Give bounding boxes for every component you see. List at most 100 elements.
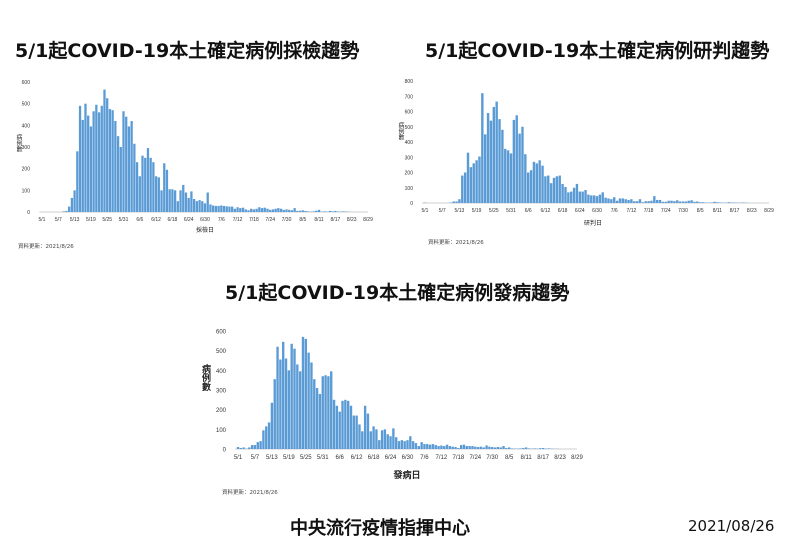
bar — [459, 445, 463, 449]
bar — [414, 443, 418, 449]
bar — [263, 207, 266, 212]
x-tick-label: 5/1 — [39, 217, 46, 223]
bar — [479, 446, 483, 449]
bar — [612, 197, 616, 203]
x-tick-label: 5/25 — [489, 208, 499, 214]
bar — [236, 207, 239, 212]
x-tick-label: 7/12 — [436, 455, 448, 461]
bar — [409, 436, 412, 449]
bar — [68, 206, 71, 212]
bar — [144, 157, 147, 212]
bar — [332, 399, 336, 449]
bar — [317, 209, 321, 212]
bar — [154, 176, 158, 212]
y-tick-label: 400 — [216, 369, 227, 375]
chart-title-sampling: 5/1起COVID-19本土確定病例採檢趨勢 — [15, 40, 360, 62]
bar — [135, 162, 139, 212]
bar — [62, 211, 65, 212]
x-tick-label: 5/31 — [506, 208, 516, 214]
bar — [569, 191, 573, 203]
y-tick-label: 200 — [22, 167, 31, 173]
x-tick-label: 8/23 — [554, 455, 566, 461]
bar — [386, 434, 389, 449]
bar — [318, 393, 322, 449]
bar — [498, 119, 501, 203]
bar — [558, 175, 561, 203]
agency-name: 中央流行疫情指揮中心 — [290, 518, 470, 539]
bar — [621, 198, 625, 203]
x-tick-label: 5/1 — [422, 208, 429, 214]
bar — [130, 121, 133, 212]
bar — [633, 201, 636, 203]
x-tick-label: 8/5 — [299, 217, 306, 223]
bar — [255, 208, 258, 212]
bar — [468, 446, 471, 449]
bar — [184, 192, 188, 212]
bar — [420, 442, 423, 449]
bar — [250, 445, 254, 449]
x-tick-label: 7/6 — [420, 455, 429, 461]
bar — [171, 189, 174, 212]
bar — [544, 176, 547, 203]
y-tick-label: 500 — [216, 349, 227, 355]
bar — [321, 376, 324, 449]
x-tick-label: 8/17 — [730, 208, 740, 214]
x-tick-label: 5/1 — [234, 455, 243, 461]
bar — [70, 197, 74, 212]
x-tick-label: 7/6 — [218, 217, 225, 223]
bar — [476, 447, 480, 449]
bar — [592, 195, 596, 203]
bar — [242, 447, 245, 449]
bar — [253, 445, 257, 449]
bar — [716, 202, 719, 203]
bar — [653, 196, 656, 203]
bar — [220, 205, 223, 212]
bar — [655, 199, 659, 203]
bar — [522, 448, 525, 449]
bar — [495, 101, 498, 203]
x-tick-label: 8/29 — [571, 455, 583, 461]
bar — [641, 202, 645, 203]
bar — [578, 191, 582, 203]
x-tick-label: 5/19 — [283, 455, 295, 461]
bar — [239, 208, 242, 212]
bar — [526, 172, 530, 203]
bar — [165, 169, 169, 212]
bar — [584, 190, 587, 203]
bar — [192, 199, 196, 212]
bar — [466, 152, 470, 203]
bar — [572, 187, 576, 203]
bar — [581, 191, 584, 203]
y-tick-label: 200 — [216, 408, 227, 414]
bar — [256, 442, 259, 449]
bar — [301, 210, 304, 212]
bar — [127, 126, 131, 212]
x-tick-label: 6/18 — [368, 455, 380, 461]
chart-title-onset: 5/1起COVID-19本土確定病例發病趨勢 — [225, 282, 570, 304]
bar — [133, 143, 136, 212]
bar — [465, 446, 469, 449]
bar — [698, 202, 702, 203]
bar — [678, 201, 682, 203]
bar — [324, 375, 327, 449]
x-tick-label: 5/7 — [439, 208, 446, 214]
bar — [106, 98, 109, 212]
bar — [676, 200, 679, 203]
x-tick-label: 5/13 — [266, 455, 278, 461]
bar — [315, 388, 319, 449]
bar — [378, 440, 381, 449]
y-axis-label-sampling: 病例數 — [15, 134, 22, 152]
bar — [89, 126, 93, 212]
bar — [532, 161, 536, 203]
bar — [358, 424, 361, 449]
bar — [366, 413, 370, 449]
bar — [296, 364, 299, 449]
bar — [431, 444, 435, 449]
bar — [168, 189, 171, 212]
bar — [301, 336, 305, 449]
bar — [361, 431, 364, 449]
bar — [458, 199, 461, 203]
x-tick-label: 7/12 — [627, 208, 637, 214]
x-tick-label: 7/24 — [469, 455, 481, 461]
